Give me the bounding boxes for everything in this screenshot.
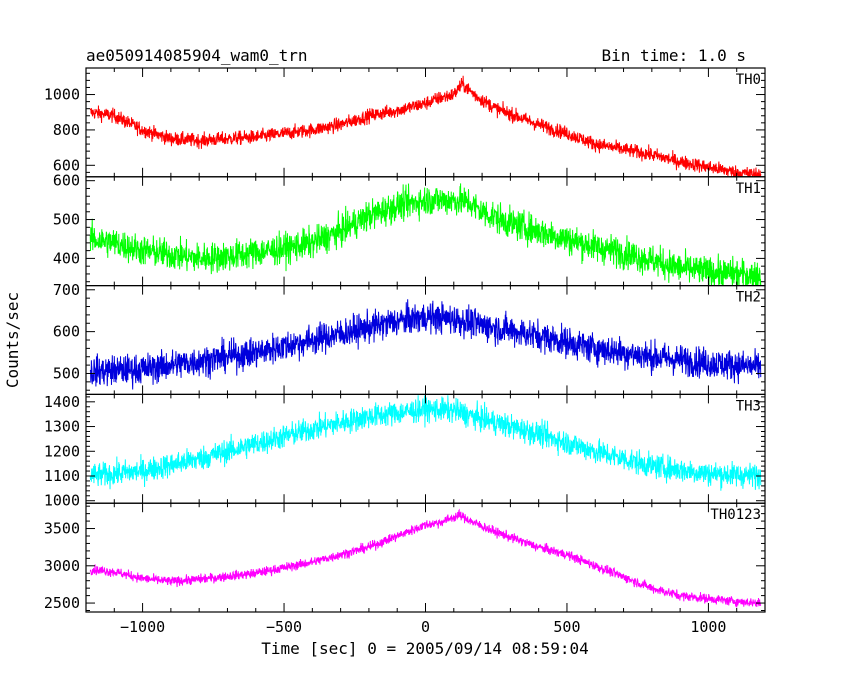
panel-label: TH0: [736, 72, 761, 88]
y-tick-label: 3500: [44, 520, 80, 538]
y-tick-label: 600: [53, 172, 80, 190]
series-line-th2: [89, 299, 762, 390]
x-tick-label: 1000: [690, 618, 726, 636]
panel-frame: [85, 285, 766, 396]
y-tick-label: 1300: [44, 418, 80, 436]
y-tick-label: 1200: [44, 442, 80, 460]
x-tick-labels: −1000 −500 0 500 1000: [120, 618, 726, 636]
panel-th2: 500 600 700 TH2: [53, 281, 766, 396]
x-tick-label: −500: [266, 618, 302, 636]
y-tick-label: 500: [53, 364, 80, 382]
y-tick-label: 600: [53, 323, 80, 341]
series-line-th0123: [89, 508, 762, 608]
y-tick-label: 1000: [44, 492, 80, 510]
y-tick-label: 1400: [44, 393, 80, 411]
panel-label: TH3: [736, 398, 761, 414]
chart-title-left: ae050914085904_wam0_trn: [86, 46, 308, 65]
y-tick-label: 700: [53, 281, 80, 299]
y-axis-label: Counts/sec: [3, 292, 22, 388]
panel-label: TH1: [736, 181, 761, 197]
panels: 600 800 1000 TH0 400 500 600 TH1 500 600 700 TH2 100…: [44, 67, 766, 613]
y-tick-label: 800: [53, 121, 80, 139]
x-tick-label: 0: [421, 618, 430, 636]
panel-th0123: 2500 3000 3500 TH0123: [44, 502, 766, 613]
x-tick-label: −1000: [120, 618, 165, 636]
panel-frame: [85, 502, 766, 613]
panel-label: TH0123: [710, 507, 761, 523]
panel-label: TH2: [736, 290, 761, 306]
y-tick-label: 3000: [44, 557, 80, 575]
y-tick-label: 1100: [44, 467, 80, 485]
panel-th3: 1000 1100 1200 1300 1400 TH3: [44, 393, 766, 510]
x-tick-label: 500: [553, 618, 580, 636]
y-tick-label: 400: [53, 249, 80, 267]
panel-th0: 600 800 1000 TH0: [44, 67, 766, 178]
series-line-th1: [89, 183, 762, 286]
y-tick-label: 2500: [44, 594, 80, 612]
y-tick-label: 600: [53, 156, 80, 174]
x-axis-label: Time [sec] 0 = 2005/09/14 08:59:04: [261, 639, 589, 658]
chart-title-right: Bin time: 1.0 s: [602, 46, 747, 65]
series-line-th3: [89, 395, 762, 491]
y-tick-label: 500: [53, 211, 80, 229]
y-tick-label: 1000: [44, 86, 80, 104]
series-line-th0: [89, 75, 762, 177]
panel-th1: 400 500 600 TH1: [53, 172, 766, 287]
